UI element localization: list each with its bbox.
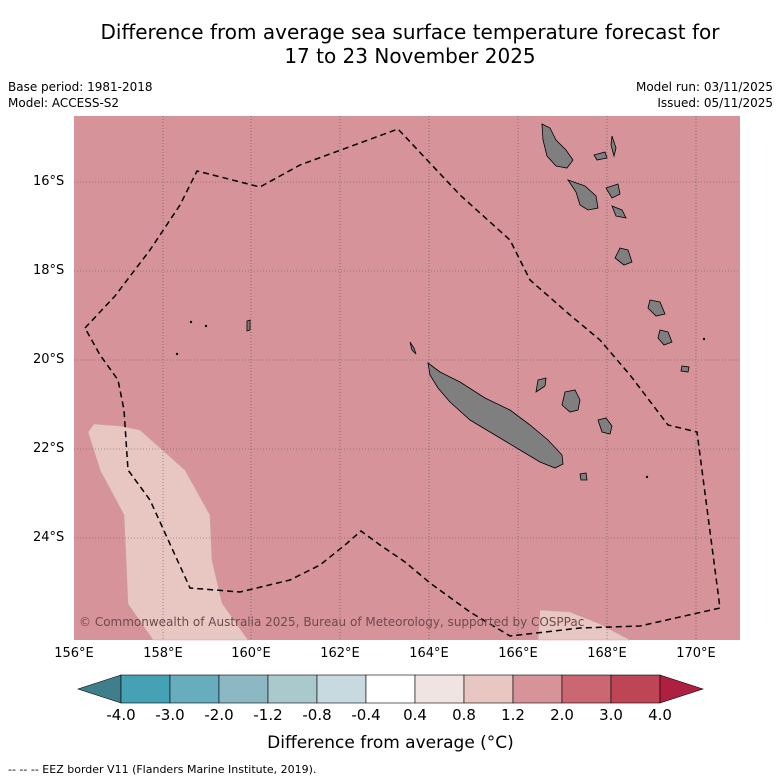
colorbar-cell: [218, 674, 269, 704]
colorbar-label: -1.2: [253, 706, 283, 724]
lat-label-24s: 24°S: [33, 530, 65, 545]
base-period: Base period: 1981-2018: [8, 80, 153, 94]
colorbar-cell: [267, 674, 318, 704]
colorbar-cell: [365, 674, 416, 704]
model-run: Model run: 03/11/2025: [635, 80, 773, 94]
eez-legend-footer: -- -- -- EEZ border V11 (Flanders Marine…: [8, 763, 317, 776]
chart-title-line1: Difference from average sea surface temp…: [100, 20, 720, 44]
colorbar-label: -2.0: [204, 706, 234, 724]
colorbar-cell: [414, 674, 465, 704]
lon-label-158e: 158°E: [143, 646, 183, 661]
colorbar-cell: [463, 674, 514, 704]
colorbar-label: 1.2: [501, 706, 525, 724]
colorbar-label: -3.0: [155, 706, 185, 724]
lat-label-18s: 18°S: [33, 263, 65, 278]
colorbar-cell: [316, 674, 367, 704]
land-new-caledonia: [409, 341, 613, 481]
colorbar-label: 0.4: [403, 706, 427, 724]
lon-label-170e: 170°E: [676, 646, 716, 661]
colorbar-title: Difference from average (°C): [267, 733, 514, 753]
colorbar-arrow-high: [659, 674, 704, 704]
colorbar-label: -0.8: [302, 706, 332, 724]
lat-label-20s: 20°S: [33, 352, 65, 367]
colorbar-cell: [120, 674, 171, 704]
lat-label-16s: 16°S: [33, 174, 65, 189]
colorbar-label: 2.0: [550, 706, 574, 724]
lon-label-164e: 164°E: [409, 646, 449, 661]
anomaly-field-light-sw: [87, 423, 249, 641]
colorbar-cell: [169, 674, 220, 704]
colorbar-label: 0.8: [452, 706, 476, 724]
land-small-islets: [175, 319, 706, 479]
eez-border: [84, 128, 721, 637]
colorbar-cell: [610, 674, 661, 704]
lon-label-160e: 160°E: [231, 646, 271, 661]
colorbar-label: -0.4: [351, 706, 381, 724]
colorbar-label: -4.0: [106, 706, 136, 724]
colorbar: [77, 674, 704, 704]
model-name: Model: ACCESS-S2: [8, 96, 120, 110]
copyright-notice: © Commonwealth of Australia 2025, Bureau…: [79, 615, 585, 629]
lon-label-162e: 162°E: [320, 646, 360, 661]
lon-label-168e: 168°E: [587, 646, 627, 661]
lon-label-166e: 166°E: [498, 646, 538, 661]
colorbar-arrow-low: [77, 674, 122, 704]
colorbar-cell: [561, 674, 612, 704]
issued-date: Issued: 05/11/2025: [657, 96, 773, 110]
gridlines: [74, 116, 740, 640]
chart-title-line2: 17 to 23 November 2025: [284, 44, 536, 68]
colorbar-label: 4.0: [648, 706, 672, 724]
lat-label-22s: 22°S: [33, 441, 65, 456]
lon-label-156e: 156°E: [54, 646, 94, 661]
colorbar-cell: [512, 674, 563, 704]
land-vanuatu: [541, 123, 690, 373]
colorbar-label: 3.0: [599, 706, 623, 724]
